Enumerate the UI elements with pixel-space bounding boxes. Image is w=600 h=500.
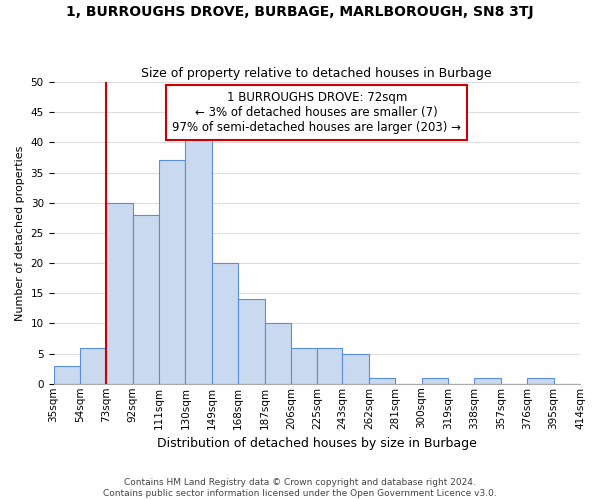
Bar [185,130,212,384]
Bar [527,378,554,384]
Bar [291,348,317,384]
Bar [422,378,448,384]
Y-axis label: Number of detached properties: Number of detached properties [15,145,25,320]
Text: Contains HM Land Registry data © Crown copyright and database right 2024.
Contai: Contains HM Land Registry data © Crown c… [103,478,497,498]
Bar [80,348,106,384]
Bar [133,215,159,384]
Title: Size of property relative to detached houses in Burbage: Size of property relative to detached ho… [142,66,492,80]
Bar [317,348,343,384]
Bar [343,354,369,384]
Bar [475,378,501,384]
Bar [53,366,80,384]
Text: 1 BURROUGHS DROVE: 72sqm
← 3% of detached houses are smaller (7)
97% of semi-det: 1 BURROUGHS DROVE: 72sqm ← 3% of detache… [172,91,461,134]
Bar [106,202,133,384]
X-axis label: Distribution of detached houses by size in Burbage: Distribution of detached houses by size … [157,437,477,450]
Bar [369,378,395,384]
Text: 1, BURROUGHS DROVE, BURBAGE, MARLBOROUGH, SN8 3TJ: 1, BURROUGHS DROVE, BURBAGE, MARLBOROUGH… [66,5,534,19]
Bar [265,324,291,384]
Bar [159,160,185,384]
Bar [212,263,238,384]
Bar [238,300,265,384]
